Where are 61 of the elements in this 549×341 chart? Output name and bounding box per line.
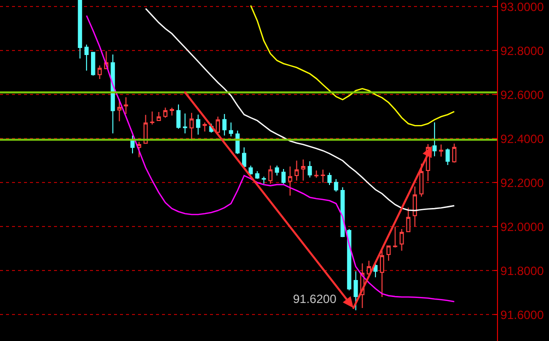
candlestick <box>91 52 96 76</box>
candlestick <box>262 176 266 184</box>
line-series <box>144 8 455 212</box>
candlestick <box>347 228 352 291</box>
candlestick <box>412 186 417 228</box>
candlestick <box>393 226 398 248</box>
candlestick <box>156 111 161 122</box>
line-series <box>250 4 455 126</box>
candlestick <box>327 172 332 186</box>
candlestick <box>182 113 188 134</box>
candlestick <box>400 228 404 252</box>
y-tick-label: 91.6000 <box>500 308 544 322</box>
candlestick <box>130 135 135 154</box>
candlestick <box>334 178 338 192</box>
candlestick <box>150 111 154 126</box>
y-tick-label: 92.6000 <box>500 88 544 102</box>
candlestick <box>216 116 220 136</box>
candlestick <box>446 148 450 166</box>
y-tick-label: 92.8000 <box>500 44 544 58</box>
candlestick <box>163 107 168 118</box>
candlestick <box>202 122 207 132</box>
candlestick <box>124 96 128 114</box>
candlestick <box>380 248 384 298</box>
y-tick-label: 92.4000 <box>500 132 544 146</box>
candlestick <box>386 245 391 262</box>
candlestick <box>301 159 306 182</box>
candlestick <box>294 160 299 182</box>
candlestick <box>314 170 318 178</box>
candlestick <box>274 165 280 176</box>
candlestick <box>288 166 292 196</box>
y-tick-label: 93.0000 <box>500 0 544 14</box>
candlestick <box>84 44 89 72</box>
candlestick <box>354 270 358 311</box>
candlestick <box>222 113 227 136</box>
candlestick <box>144 114 148 144</box>
candlestick <box>176 104 181 130</box>
candlestick <box>373 264 378 278</box>
candlestick <box>196 114 200 136</box>
candlestick <box>117 98 122 122</box>
candlestick <box>242 146 246 168</box>
y-tick-label: 92.2000 <box>500 176 544 190</box>
candlestick <box>78 0 82 60</box>
candlestick <box>281 168 286 184</box>
candlestick <box>189 112 194 142</box>
candlestick <box>228 122 234 137</box>
candlestick <box>170 107 174 116</box>
line-series <box>86 14 455 302</box>
candlestick <box>98 65 102 80</box>
candlestick <box>419 163 424 198</box>
candlestick <box>268 165 273 184</box>
candlestick <box>308 160 312 178</box>
candlestick <box>255 170 260 180</box>
annotation: 91.6200 <box>293 292 337 306</box>
y-tick-label: 92.0000 <box>500 220 544 234</box>
candlestick <box>320 169 326 184</box>
candlestick <box>452 143 456 164</box>
y-tick-label: 91.8000 <box>500 264 544 278</box>
candlestick <box>406 207 410 233</box>
candlestick <box>248 165 253 176</box>
candlestick <box>432 122 437 157</box>
candlestick <box>439 144 444 158</box>
